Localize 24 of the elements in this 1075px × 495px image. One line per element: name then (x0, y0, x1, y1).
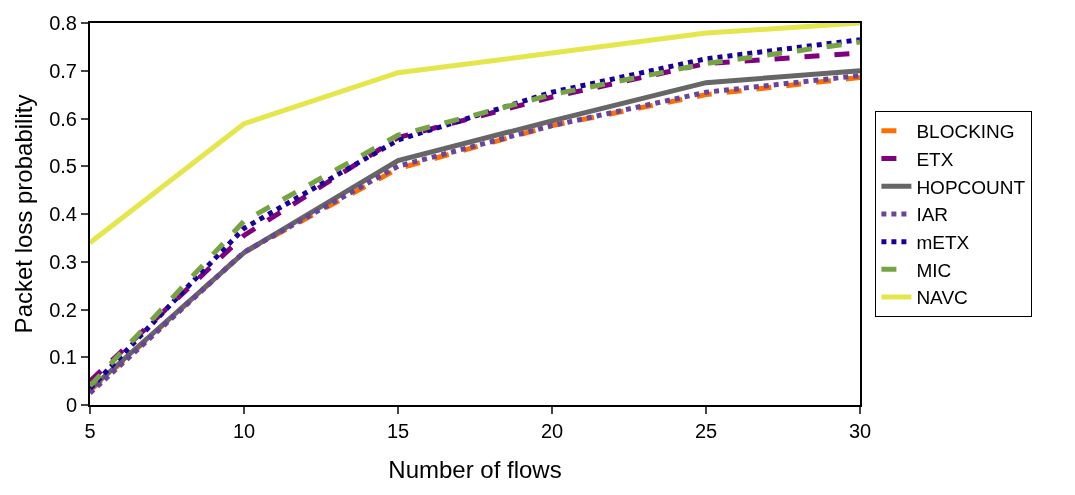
y-axis-title: Packet loss probability (9, 94, 37, 334)
x-tick-label: 15 (386, 420, 410, 442)
y-tick-label: 0.5 (49, 155, 77, 178)
x-tick-label: 30 (848, 420, 872, 442)
x-tick-label: 5 (84, 420, 96, 442)
legend-label: mETX (916, 232, 970, 254)
x-tick-label: 10 (232, 420, 256, 442)
y-tick-label: 0.2 (49, 298, 77, 321)
x-tick-label: 25 (694, 420, 718, 442)
x-tick-label: 20 (540, 420, 564, 442)
y-tick-label: 0.3 (49, 250, 77, 273)
legend-label: MIC (916, 259, 952, 281)
legend-label: IAR (916, 204, 949, 226)
y-tick-label: 0.4 (49, 203, 77, 225)
legend-label: NAVC (916, 287, 968, 309)
y-tick-label: 0.8 (49, 12, 77, 34)
x-axis-title: Number of flows (388, 455, 562, 483)
y-tick-label: 0.7 (49, 59, 77, 82)
legend-label: BLOCKING (916, 121, 1015, 143)
legend-label: ETX (916, 148, 954, 170)
legend-label: HOPCOUNT (916, 176, 1026, 198)
y-tick-label: 0 (65, 394, 77, 416)
y-tick-label: 0.1 (49, 346, 77, 369)
y-tick-label: 0.6 (49, 107, 77, 130)
